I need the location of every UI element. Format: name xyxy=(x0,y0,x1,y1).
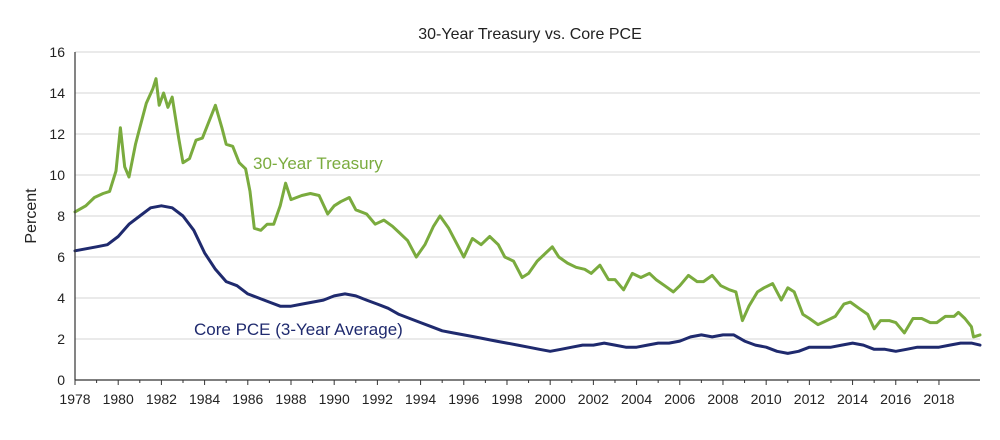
y-tick-label: 0 xyxy=(57,372,65,388)
y-axis-title: Percent xyxy=(23,188,40,244)
y-tick-label: 6 xyxy=(57,249,65,265)
x-tick-label: 2018 xyxy=(923,391,954,407)
x-tick-label: 1986 xyxy=(232,391,263,407)
x-tick-label: 1988 xyxy=(275,391,306,407)
x-axis-ticks: 1978 1980 1982 1984 1986 1988 1990 1992 1994 1996… xyxy=(59,380,955,407)
series-layer xyxy=(73,77,982,355)
x-tick-label: 2016 xyxy=(880,391,911,407)
x-tick-label: 2008 xyxy=(707,391,738,407)
y-tick-label: 10 xyxy=(49,167,65,183)
y-tick-label: 14 xyxy=(49,85,65,101)
x-tick-label: 1980 xyxy=(103,391,134,407)
y-tick-label: 12 xyxy=(49,126,65,142)
chart-title: 30-Year Treasury vs. Core PCE xyxy=(418,26,642,43)
x-tick-label: 1984 xyxy=(189,391,220,407)
series-label-core-pce: Core PCE (3-Year Average) xyxy=(194,320,403,339)
gridlines xyxy=(75,51,980,340)
y-tick-label: 2 xyxy=(57,331,65,347)
x-tick-label: 1992 xyxy=(362,391,393,407)
x-tick-label: 1994 xyxy=(405,391,436,407)
x-tick-label: 2000 xyxy=(535,391,566,407)
x-tick-label: 1978 xyxy=(59,391,90,407)
y-axis-ticks: 0 2 4 6 8 10 12 14 16 xyxy=(49,44,65,388)
series-line-30-year-treasury xyxy=(73,77,982,339)
x-tick-label: 2010 xyxy=(751,391,782,407)
x-tick-label: 2002 xyxy=(578,391,609,407)
x-tick-label: 1996 xyxy=(448,391,479,407)
series-label-30-year-treasury: 30-Year Treasury xyxy=(253,154,383,173)
x-tick-label: 1982 xyxy=(146,391,177,407)
y-tick-label: 4 xyxy=(57,290,65,306)
x-tick-label: 1990 xyxy=(319,391,350,407)
x-tick-label: 2012 xyxy=(794,391,825,407)
x-tick-label: 1998 xyxy=(491,391,522,407)
x-tick-label: 2014 xyxy=(837,391,868,407)
y-tick-label: 16 xyxy=(49,44,65,60)
y-tick-label: 8 xyxy=(57,208,65,224)
x-tick-label: 2004 xyxy=(621,391,652,407)
x-tick-label: 2006 xyxy=(664,391,695,407)
series-line-core-pce-3-year-average xyxy=(73,204,982,355)
